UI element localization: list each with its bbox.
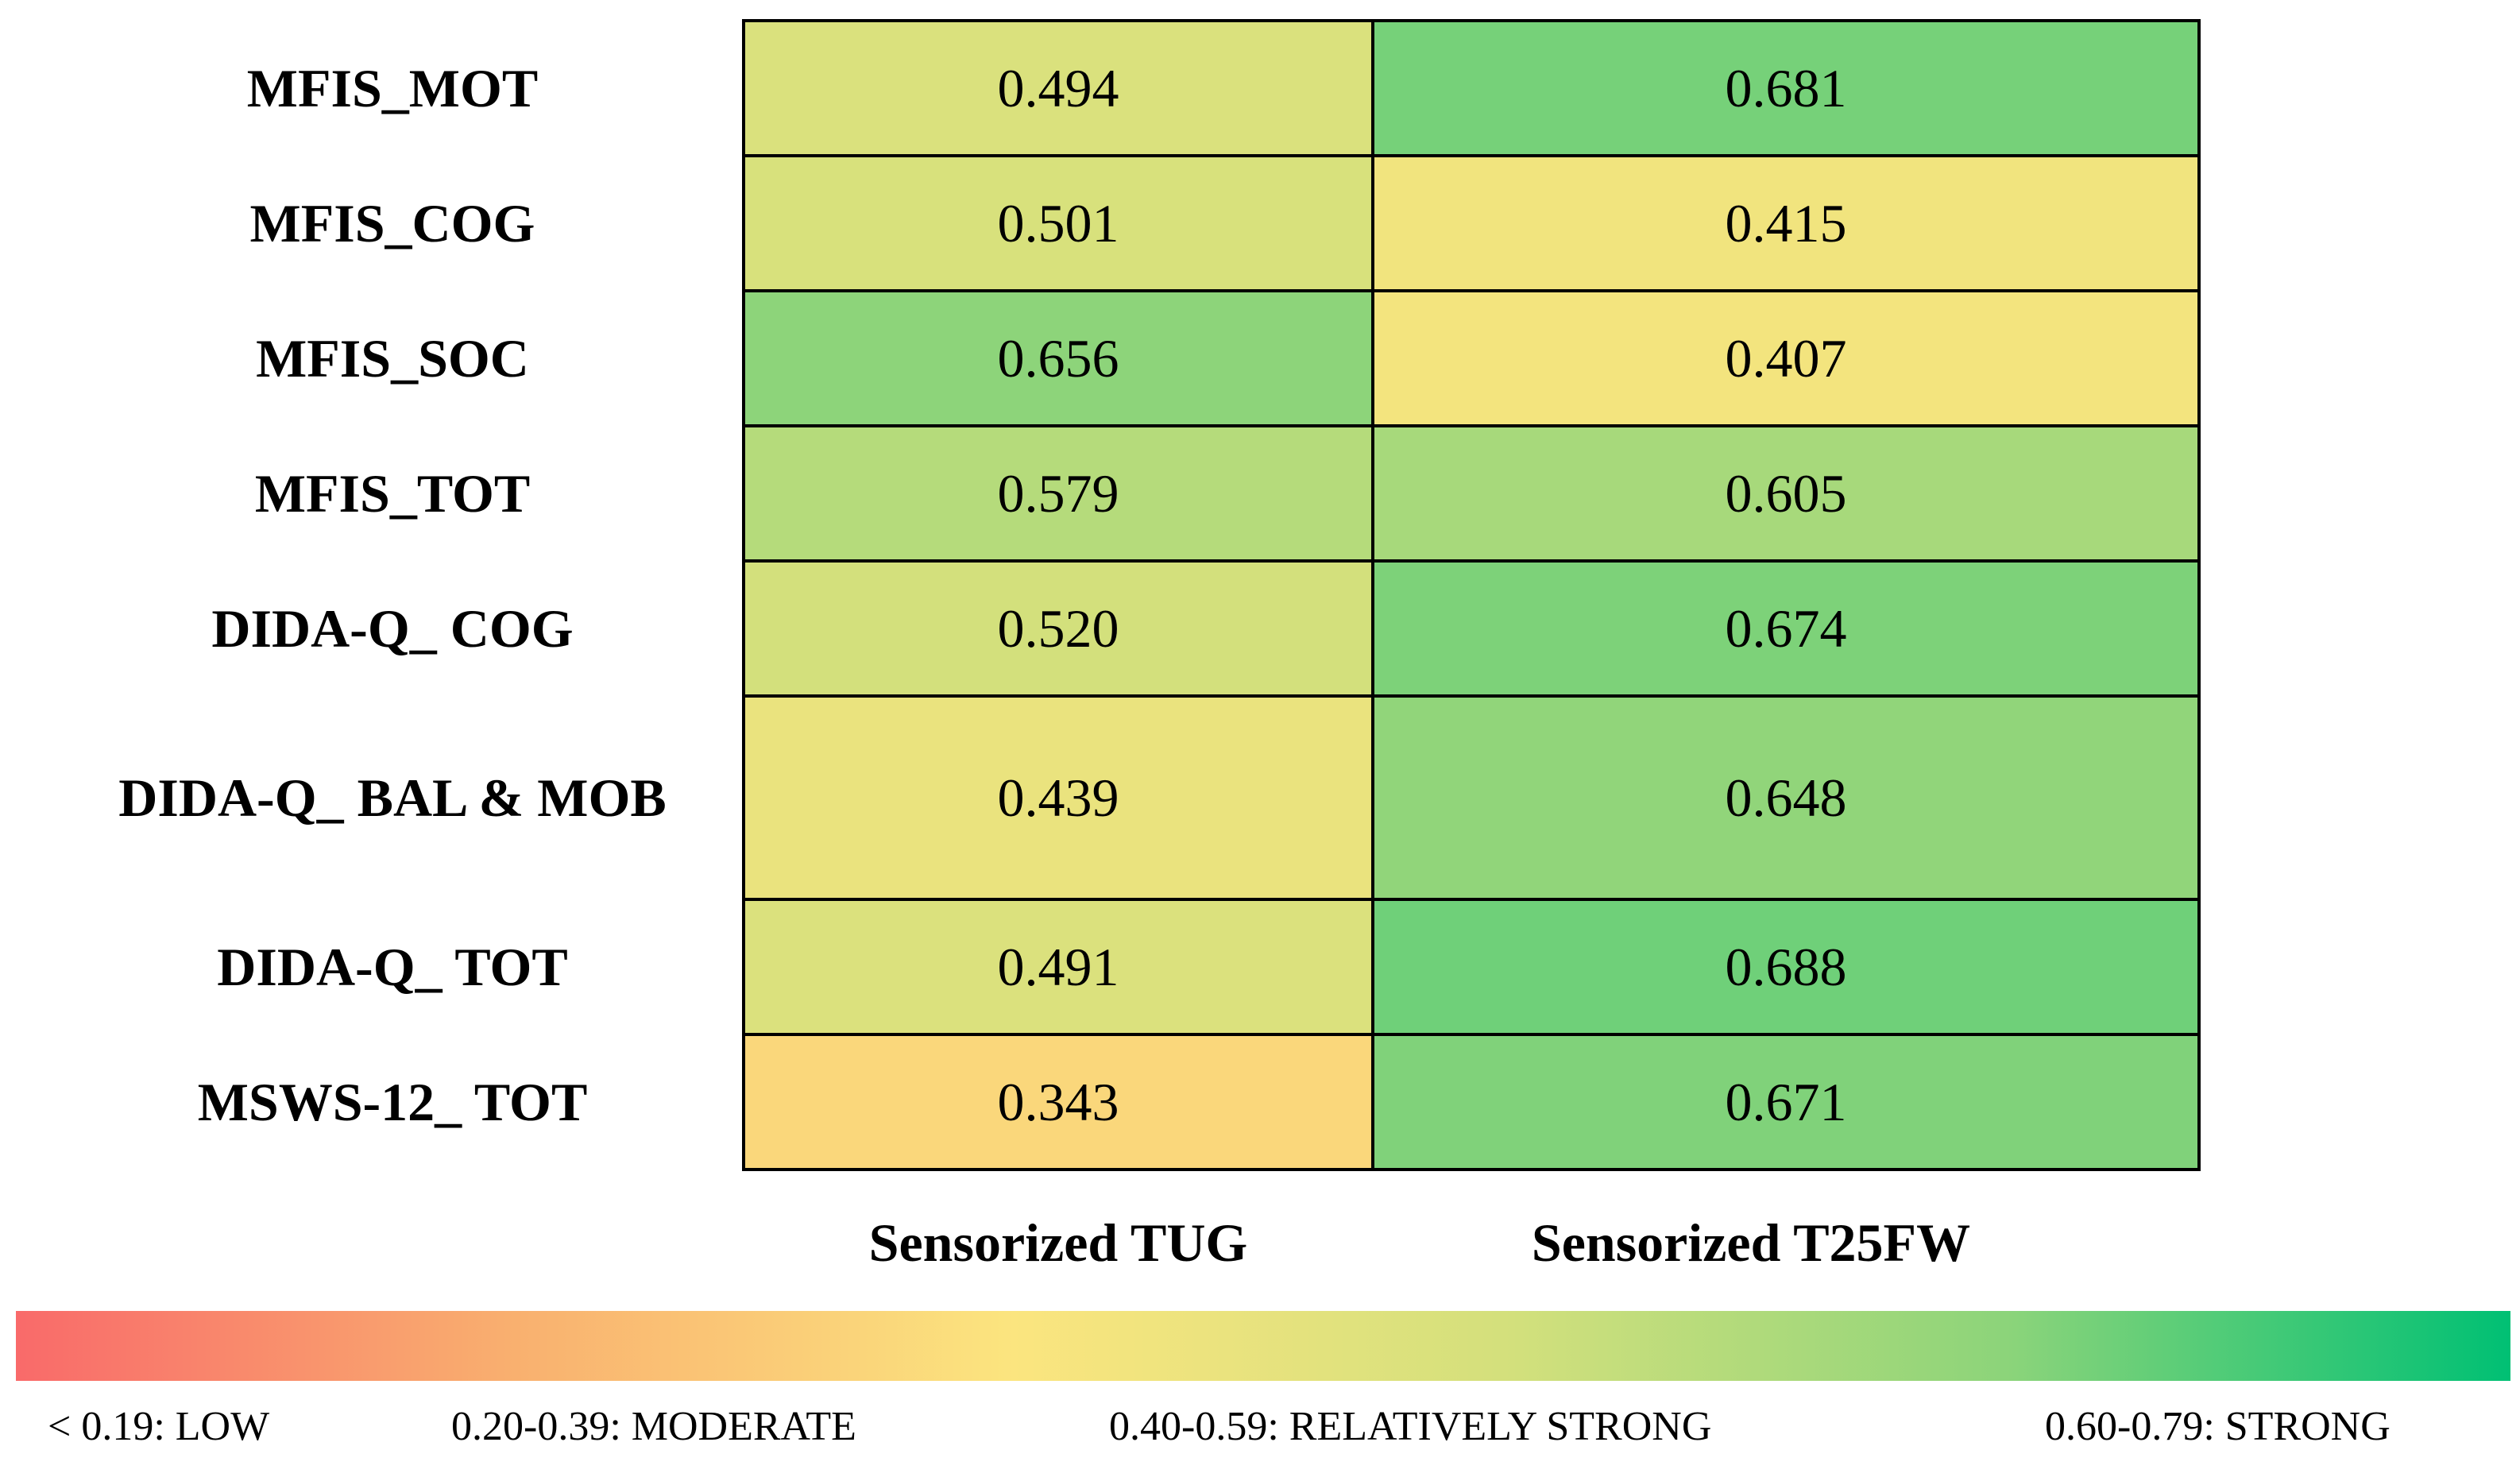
row-label: MSWS-12_ TOT xyxy=(198,1072,588,1132)
heatmap-cell xyxy=(1371,1033,2201,1171)
heatmap-cell-value: 0.579 xyxy=(998,463,1119,524)
row-label: DIDA-Q_ TOT xyxy=(217,937,567,997)
legend-labels: < 0.19: LOW 0.20-0.39: MODERATE 0.40-0.5… xyxy=(48,1404,2391,1449)
row-labels: MFIS_MOT MFIS_COG MFIS_SOC MFIS_TOT DIDA-Q_ … xyxy=(118,58,666,1132)
legend-label-relatively-strong: 0.40-0.59: RELATIVELY STRONG xyxy=(1109,1404,1711,1449)
legend-label-moderate: 0.20-0.39: MODERATE xyxy=(451,1404,856,1449)
row-label: MFIS_COG xyxy=(250,193,535,253)
heatmap-cell-value: 0.491 xyxy=(998,937,1119,997)
heatmap-cells: 0.494 0.681 0.501 0.415 0.656 0.407 0.579 0.605… xyxy=(742,19,2201,1171)
heatmap-cell-value: 0.648 xyxy=(1726,767,1847,828)
heatmap-cell-value: 0.439 xyxy=(998,767,1119,828)
heatmap-cell-value: 0.671 xyxy=(1726,1072,1847,1132)
row-label: MFIS_MOT xyxy=(247,58,538,118)
row-label: MFIS_TOT xyxy=(255,463,530,524)
heatmap-cell xyxy=(1371,559,2201,698)
heatmap-cell xyxy=(742,154,1374,292)
heatmap-cell-value: 0.520 xyxy=(998,598,1119,659)
column-labels: Sensorized TUG Sensorized T25FW xyxy=(869,1212,1970,1273)
heatmap-cell-value: 0.656 xyxy=(998,328,1119,389)
heatmap-cell-value: 0.501 xyxy=(998,193,1119,253)
heatmap-cell-value: 0.688 xyxy=(1726,937,1847,997)
row-label: DIDA-Q_ BAL & MOB xyxy=(118,767,666,828)
column-label: Sensorized T25FW xyxy=(1532,1212,1970,1273)
heatmap-cell-value: 0.494 xyxy=(998,58,1119,118)
heatmap-cell xyxy=(1371,154,2201,292)
heatmap-cell xyxy=(1371,694,2201,901)
heatmap-cell xyxy=(742,19,1374,157)
column-label: Sensorized TUG xyxy=(869,1212,1248,1273)
heatmap-cell-value: 0.674 xyxy=(1726,598,1847,659)
heatmap-cell xyxy=(1371,424,2201,563)
heatmap-cell-value: 0.415 xyxy=(1726,193,1847,253)
legend-label-low: < 0.19: LOW xyxy=(48,1404,269,1449)
row-label: DIDA-Q_ COG xyxy=(211,598,573,659)
row-label: MFIS_SOC xyxy=(256,328,529,389)
legend-color-bar xyxy=(16,1311,2510,1381)
heatmap-cell-value: 0.407 xyxy=(1726,328,1847,389)
heatmap-cell-value: 0.343 xyxy=(998,1072,1119,1132)
heatmap-cell-value: 0.605 xyxy=(1726,463,1847,524)
legend-label-strong: 0.60-0.79: STRONG xyxy=(2045,1404,2391,1449)
heatmap-cell xyxy=(1371,898,2201,1036)
heatmap-cell xyxy=(1371,19,2201,157)
heatmap-cell xyxy=(1371,289,2201,427)
heatmap-cell-value: 0.681 xyxy=(1726,58,1847,118)
